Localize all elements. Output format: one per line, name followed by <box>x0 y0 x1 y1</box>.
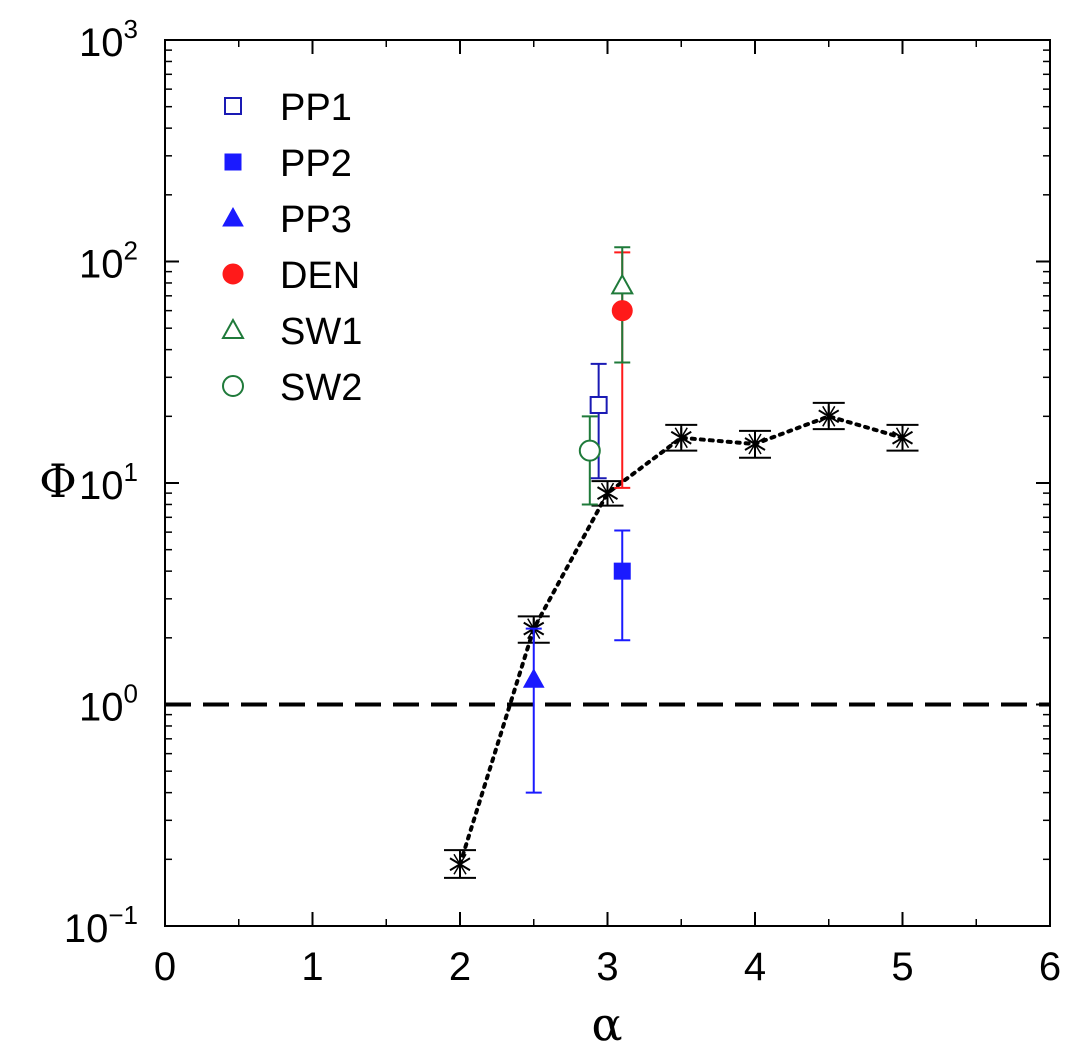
legend-item-pp1: PP1 <box>224 87 352 129</box>
point-pp2 <box>613 562 631 580</box>
x-tick-label: 1 <box>301 945 323 989</box>
point-den <box>611 300 633 322</box>
legend-marker-den <box>222 263 244 285</box>
x-axis-ticks: 0 1 2 3 4 5 6 <box>154 40 1061 989</box>
observation-series <box>522 246 634 794</box>
legend: PP1 PP2 PP3 DEN SW1 SW2 <box>221 87 362 409</box>
legend-item-sw1: SW1 <box>221 311 362 353</box>
x-axis-label: α <box>591 997 622 1051</box>
legend-marker-pp1 <box>224 97 242 115</box>
y-tick-label: 101 <box>79 457 138 508</box>
simulation-point <box>596 482 619 504</box>
y-tick-label: 103 <box>79 14 138 65</box>
x-tick-label: 0 <box>154 945 176 989</box>
x-tick-label: 5 <box>891 945 913 989</box>
y-tick-label: 100 <box>79 679 138 730</box>
legend-marker-pp2 <box>224 153 242 171</box>
legend-label-pp2: PP2 <box>280 143 352 185</box>
legend-label-sw2: SW2 <box>280 367 362 409</box>
point-pp1 <box>589 395 608 414</box>
asterisk-stroke <box>453 853 467 875</box>
x-tick-label: 2 <box>449 945 471 989</box>
simulation-line <box>458 414 905 867</box>
legend-label-den: DEN <box>280 255 360 297</box>
error-bar-pp3 <box>525 627 542 794</box>
point-sw1 <box>610 273 634 295</box>
y-tick-label: 10−1 <box>64 900 138 951</box>
point-sw2 <box>578 439 601 462</box>
asterisk-stroke <box>748 433 762 455</box>
legend-item-pp2: PP2 <box>224 143 352 185</box>
legend-item-den: DEN <box>222 255 360 297</box>
asterisk-stroke <box>895 427 910 449</box>
error-bar-pp1 <box>590 362 607 480</box>
point-pp3 <box>522 668 545 688</box>
legend-label-pp1: PP1 <box>280 87 352 129</box>
x-tick-label: 6 <box>1039 945 1061 989</box>
legend-item-pp3: PP3 <box>222 199 352 241</box>
legend-item-sw2: SW2 <box>222 367 362 409</box>
y-tick-label: 102 <box>79 236 138 287</box>
simulation-point <box>670 427 692 449</box>
legend-label-sw1: SW1 <box>280 311 362 353</box>
simulation-point <box>744 433 766 455</box>
legend-marker-sw2 <box>222 375 244 397</box>
legend-label-pp3: PP3 <box>280 199 352 241</box>
x-tick-label: 3 <box>596 945 618 989</box>
x-tick-label: 4 <box>744 945 766 989</box>
simulation-series <box>444 401 919 879</box>
error-bar-pp2 <box>614 529 631 642</box>
simulation-point <box>449 853 471 875</box>
asterisk-stroke <box>822 405 836 427</box>
legend-marker-sw1 <box>221 317 245 339</box>
legend-marker-pp3 <box>222 206 244 227</box>
simulation-point <box>891 427 914 449</box>
y-axis-label: Φ <box>39 454 77 508</box>
asterisk-stroke <box>674 427 688 449</box>
simulation-point <box>818 405 840 427</box>
asterisk-stroke <box>600 482 615 504</box>
y-axis-ticks: 10−1 100 101 102 103 <box>64 14 1050 951</box>
